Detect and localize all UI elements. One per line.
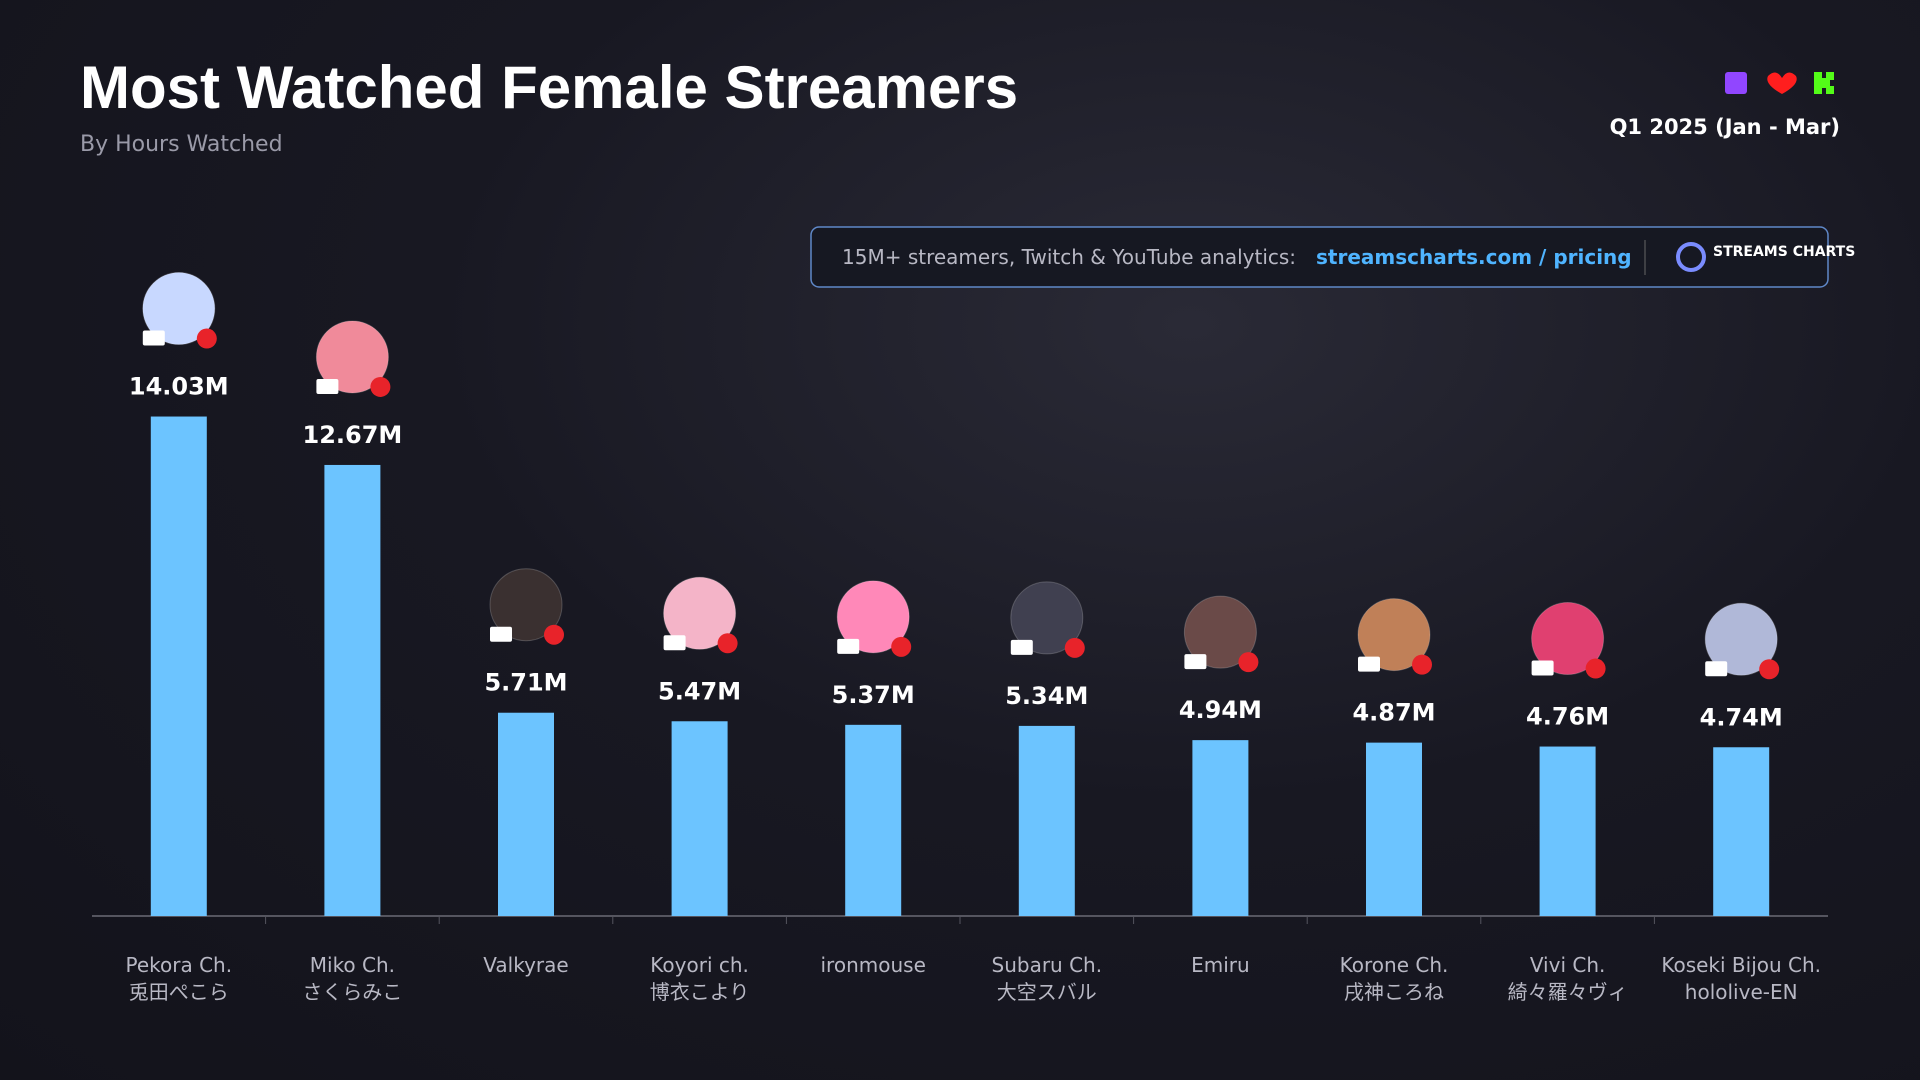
x-tick-label: ironmouse xyxy=(820,953,926,977)
bar xyxy=(1192,740,1249,916)
avatar-circle xyxy=(1183,595,1257,669)
bar xyxy=(498,712,554,916)
value-label: 4.74M xyxy=(1700,703,1783,731)
avatar xyxy=(1357,598,1432,675)
platform-badge xyxy=(1759,659,1780,680)
avatar xyxy=(663,576,738,654)
platform-badge xyxy=(891,636,912,657)
banner xyxy=(810,226,1829,288)
avatar-circle xyxy=(1357,598,1431,672)
avatar-circle xyxy=(663,576,737,650)
banner-text: 15M+ streamers, Twitch & YouTube analyti… xyxy=(842,245,1296,269)
avatar-circle xyxy=(1531,602,1605,676)
platform-badge xyxy=(1412,654,1432,675)
x-tick-label: Miko Ch. さくらみこ xyxy=(302,953,403,1004)
value-label: 14.03M xyxy=(129,373,229,401)
avatar xyxy=(1531,602,1606,679)
avatar xyxy=(489,568,564,645)
avatar-circle xyxy=(836,580,910,654)
chart-title: Most Watched Female Streamers xyxy=(80,54,1018,121)
bar xyxy=(1713,747,1770,916)
chart-subtitle: By Hours Watched xyxy=(80,132,283,157)
flag xyxy=(1705,661,1728,677)
bar xyxy=(845,724,902,916)
platform-badge xyxy=(1585,658,1606,679)
platform-badge xyxy=(544,624,564,645)
avatar-circle xyxy=(1704,602,1778,676)
bar xyxy=(671,721,728,916)
flag xyxy=(316,378,339,394)
brand-logo xyxy=(1676,242,1706,272)
brand: STREAMS CHARTS xyxy=(1713,244,1855,260)
avatar xyxy=(142,272,217,349)
value-label: 5.47M xyxy=(658,677,741,705)
flag xyxy=(490,626,512,642)
x-tick-label: Korone Ch. 戌神ころね xyxy=(1339,953,1449,1004)
avatar xyxy=(836,580,912,657)
avatar-circle xyxy=(142,272,216,346)
platform-badge xyxy=(1064,637,1085,658)
x-tick-label: Valkyrae xyxy=(483,953,569,977)
period: Q1 2025 (Jan - Mar) xyxy=(1610,115,1840,139)
flag xyxy=(837,638,860,654)
flag xyxy=(1010,639,1033,655)
x-tick-label: Pekora Ch. 兎田ぺこら xyxy=(125,953,233,1004)
value-label: 5.34M xyxy=(1005,682,1088,710)
avatar-circle xyxy=(1010,581,1084,655)
avatar-circle xyxy=(315,320,389,394)
x-tick-label: Vivi Ch. 綺々羅々ヴィ xyxy=(1507,953,1628,1004)
value-label: 12.67M xyxy=(303,421,403,449)
x-tick-label: Emiru xyxy=(1191,953,1250,977)
value-label: 5.37M xyxy=(832,681,915,709)
value-label: 5.71M xyxy=(484,669,567,697)
bar xyxy=(1366,742,1422,916)
platform-badge xyxy=(196,328,217,349)
flag xyxy=(1184,654,1207,670)
bar xyxy=(324,464,381,916)
bar xyxy=(150,416,207,916)
platform-badge xyxy=(717,633,738,654)
flag xyxy=(663,635,686,651)
avatar-circle xyxy=(489,568,563,642)
value-label: 4.76M xyxy=(1526,703,1609,731)
value-label: 4.94M xyxy=(1179,696,1262,724)
flag xyxy=(142,330,165,346)
avatar xyxy=(315,320,391,397)
bar xyxy=(1018,725,1075,916)
avatar xyxy=(1183,595,1259,673)
avatar xyxy=(1704,602,1780,680)
x-tick-label: Subaru Ch. 大空スバル xyxy=(991,953,1103,1004)
platform-badge xyxy=(1238,652,1259,673)
avatar xyxy=(1010,581,1085,658)
value-label: 4.87M xyxy=(1352,699,1435,727)
x-tick-label: Koyori ch. 博衣こより xyxy=(649,953,750,1004)
platform-icons xyxy=(1725,72,1834,94)
x-tick-label: Koseki Bijou Ch. hololive-EN xyxy=(1661,953,1822,1004)
bar xyxy=(1539,746,1596,916)
banner-link[interactable]: streamscharts.com / pricing xyxy=(1316,245,1632,269)
flag xyxy=(1358,656,1380,672)
platform-badge xyxy=(370,376,391,397)
flag xyxy=(1531,660,1554,676)
